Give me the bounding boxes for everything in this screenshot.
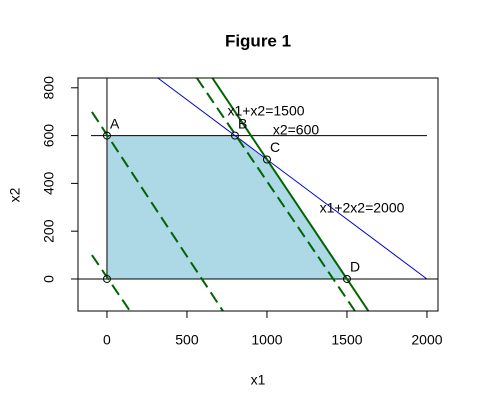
vertex-label: A: [110, 115, 120, 131]
y-tick-label: 200: [41, 219, 57, 243]
x-axis-label: x1: [251, 372, 266, 388]
vertex-label: C: [270, 139, 280, 155]
y-tick-label: 400: [41, 171, 57, 195]
constraint-line: [91, 111, 224, 312]
x-tick-label: 1500: [331, 332, 362, 348]
feasible-region: [106, 135, 347, 279]
vertex-point: [342, 274, 351, 283]
chart-title: Figure 1: [225, 31, 291, 50]
x-tick-label: 0: [103, 332, 111, 348]
x-tick-label: 500: [175, 332, 199, 348]
y-tick-label: 800: [41, 76, 57, 100]
vertex-point: [230, 131, 239, 140]
constraint-line: [196, 77, 356, 312]
vertex-label: D: [350, 259, 360, 275]
constraint-line: [91, 254, 131, 312]
vertex-point: [102, 274, 111, 283]
vertex-point: [262, 155, 271, 164]
annotation: x1+2x2=2000: [320, 200, 405, 216]
constraint-line: [157, 77, 428, 280]
annotation: x2=600: [273, 122, 320, 138]
x-tick-label: 2000: [411, 332, 442, 348]
annotations: x1+x2=1500 x2=600 x1+2x2=2000: [227, 103, 404, 216]
plot-area: A B C D: [78, 77, 438, 312]
y-tick-label: 600: [41, 124, 57, 148]
vertex-label: B: [238, 115, 247, 131]
y-axis-label: x2: [7, 187, 23, 202]
y-tick-label: 0: [41, 275, 57, 283]
constraint-line: [211, 77, 370, 312]
x-tick-label: 1000: [251, 332, 282, 348]
annotation: x1+x2=1500: [227, 103, 304, 119]
vertex-point: [102, 131, 111, 140]
